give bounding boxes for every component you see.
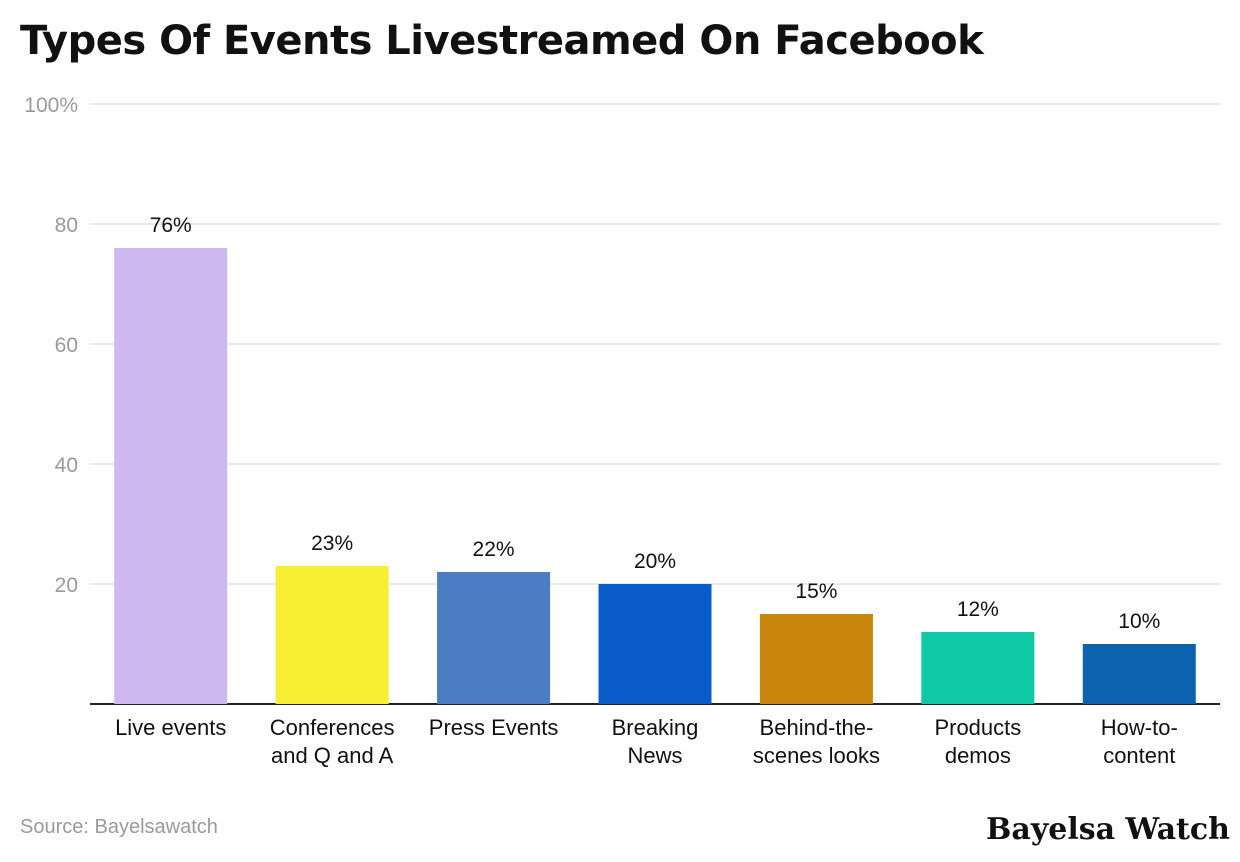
bar xyxy=(1082,644,1196,704)
x-tick-label: and Q and A xyxy=(271,743,394,768)
bar-value-label: 22% xyxy=(473,538,515,561)
bar xyxy=(759,614,873,704)
bar xyxy=(921,632,1035,704)
y-tick-label: 40 xyxy=(55,454,78,477)
x-tick-label: content xyxy=(1103,743,1175,768)
x-tick-label: Behind-the- xyxy=(760,715,874,740)
y-tick-label: 80 xyxy=(55,214,78,237)
labels: 20 40 60 80 100% 76% Live events 23% Conferences… xyxy=(24,94,1178,768)
bar xyxy=(437,572,551,704)
bar-chart: 20 40 60 80 100% 76% Live events 23% Conferences… xyxy=(24,94,1220,768)
x-tick-label: Press Events xyxy=(429,715,559,740)
x-tick-label: scenes looks xyxy=(753,743,880,768)
bar-value-label: 20% xyxy=(634,550,676,573)
x-tick-label: Products xyxy=(934,715,1021,740)
bars xyxy=(114,248,1196,704)
bar xyxy=(598,584,712,704)
x-tick-label: Live events xyxy=(115,715,226,740)
brand-logo-text: Bayelsa Watch xyxy=(986,812,1230,847)
bar-value-label: 10% xyxy=(1118,610,1160,633)
bar-value-label: 23% xyxy=(311,532,353,555)
source-note: Source: Bayelsawatch xyxy=(20,816,218,838)
chart-title: Types Of Events Livestreamed On Facebook xyxy=(20,18,984,64)
bar-value-label: 12% xyxy=(957,598,999,621)
x-tick-label: Conferences xyxy=(270,715,395,740)
bar xyxy=(275,566,389,704)
bar xyxy=(114,248,228,704)
bar-value-label: 15% xyxy=(795,580,837,603)
x-tick-label: demos xyxy=(945,743,1011,768)
x-tick-label: How-to- xyxy=(1101,715,1178,740)
y-tick-label: 60 xyxy=(55,334,78,357)
bar-value-label: 76% xyxy=(150,214,192,237)
y-tick-label: 20 xyxy=(55,574,78,597)
y-tick-label: 100% xyxy=(24,94,78,117)
x-tick-label: News xyxy=(627,743,682,768)
x-tick-label: Breaking xyxy=(612,715,699,740)
